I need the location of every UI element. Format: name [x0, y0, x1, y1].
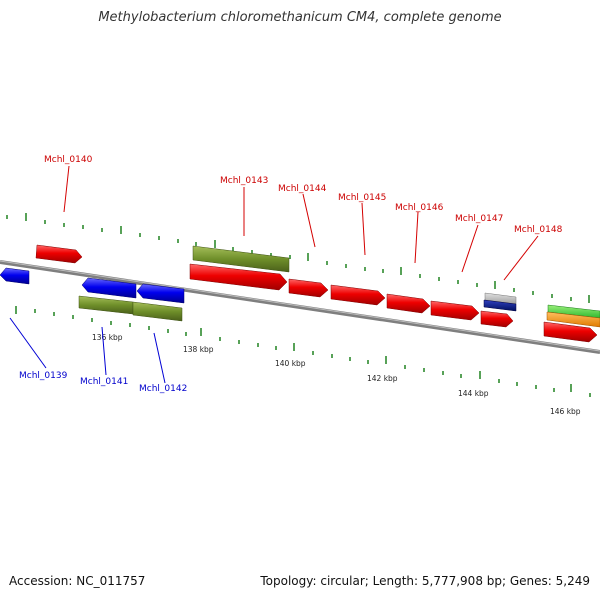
cds-arrow-mchl-0142[interactable]	[136, 283, 185, 304]
map-title: Methylobacterium chloromethanicum CM4, c…	[98, 10, 502, 25]
scale-label: 144 kbp	[458, 389, 489, 398]
scale-label: 146 kbp	[550, 407, 581, 416]
gene-feature-mchl-0142[interactable]	[132, 301, 183, 322]
feature-orange[interactable]	[546, 311, 600, 328]
genome-summary-label: Topology: circular; Length: 5,777,908 bp…	[260, 574, 590, 588]
scale-label: 140 kbp	[275, 359, 306, 368]
accession-label: Accession: NC_011757	[9, 574, 146, 588]
leader-line-mchl-0139	[9, 317, 47, 369]
feature-green[interactable]	[547, 304, 600, 319]
leader-line-mchl-0144	[302, 193, 316, 248]
cds-arrow-mchl-0143[interactable]	[189, 263, 288, 291]
genome-backbone	[0, 260, 600, 354]
cds-arrow-mchl-0146[interactable]	[386, 293, 431, 314]
cds-arrow-mchl-0141[interactable]	[81, 277, 137, 299]
scale-label: 138 kbp	[183, 345, 214, 354]
gene-label-mchl-0144[interactable]: Mchl_0144	[278, 184, 327, 194]
gene-label-mchl-0141[interactable]: Mchl_0141	[80, 377, 128, 387]
upper-tick-row	[6, 213, 590, 303]
gene-label-mchl-0142[interactable]: Mchl_0142	[139, 384, 187, 394]
leader-line-mchl-0146	[414, 211, 419, 264]
scale-label: 136 kbp	[92, 333, 123, 342]
cds-arrow-mchl-0147[interactable]	[430, 300, 480, 321]
leader-line-mchl-0141	[101, 326, 107, 376]
leader-line-mchl-0148	[503, 235, 539, 281]
gene-label-mchl-0147[interactable]: Mchl_0147	[455, 214, 503, 224]
gene-label-mchl-0139[interactable]: Mchl_0139	[19, 371, 68, 381]
gene-feature-mchl-0141[interactable]	[78, 295, 134, 315]
cds-arrow-mchl-0139[interactable]	[0, 267, 30, 285]
gene-label-mchl-0143[interactable]: Mchl_0143	[220, 176, 268, 186]
cds-arrow-mchl-0140[interactable]	[35, 244, 83, 264]
leader-line-mchl-0140	[63, 165, 70, 213]
cds-arrow[interactable]	[543, 321, 598, 343]
gene-label-mchl-0140[interactable]: Mchl_0140	[44, 155, 93, 165]
feature-navy[interactable]	[483, 299, 517, 312]
gene-label-mchl-0148[interactable]: Mchl_0148	[514, 225, 563, 235]
leader-line-mchl-0147	[461, 224, 479, 273]
gene-label-mchl-0146[interactable]: Mchl_0146	[395, 203, 444, 213]
leader-line-mchl-0145	[361, 202, 366, 256]
cds-arrow-mchl-0148[interactable]	[480, 310, 514, 328]
gene-feature-mchl-0143[interactable]	[192, 245, 290, 273]
cds-arrow-mchl-0145[interactable]	[330, 284, 386, 306]
cds-arrow-mchl-0144[interactable]	[288, 278, 329, 298]
gene-label-mchl-0145[interactable]: Mchl_0145	[338, 193, 386, 203]
genome-backbone-highlight	[0, 260, 600, 352]
lower-tick-row	[15, 306, 591, 397]
scale-label: 142 kbp	[367, 374, 398, 383]
leader-line-mchl-0142	[153, 332, 166, 384]
